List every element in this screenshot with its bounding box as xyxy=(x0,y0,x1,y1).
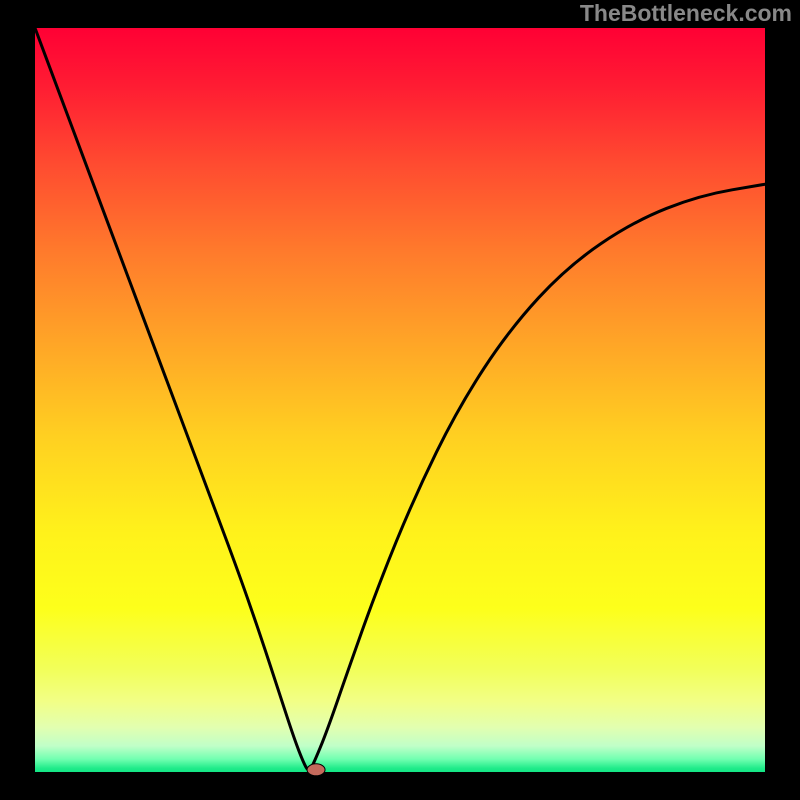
gradient-area xyxy=(35,28,765,772)
watermark-text: TheBottleneck.com xyxy=(580,0,792,27)
chart-root: { "canvas": { "width": 800, "height": 80… xyxy=(0,0,800,800)
bottleneck-chart-svg xyxy=(0,0,800,800)
optimal-marker xyxy=(307,764,325,776)
